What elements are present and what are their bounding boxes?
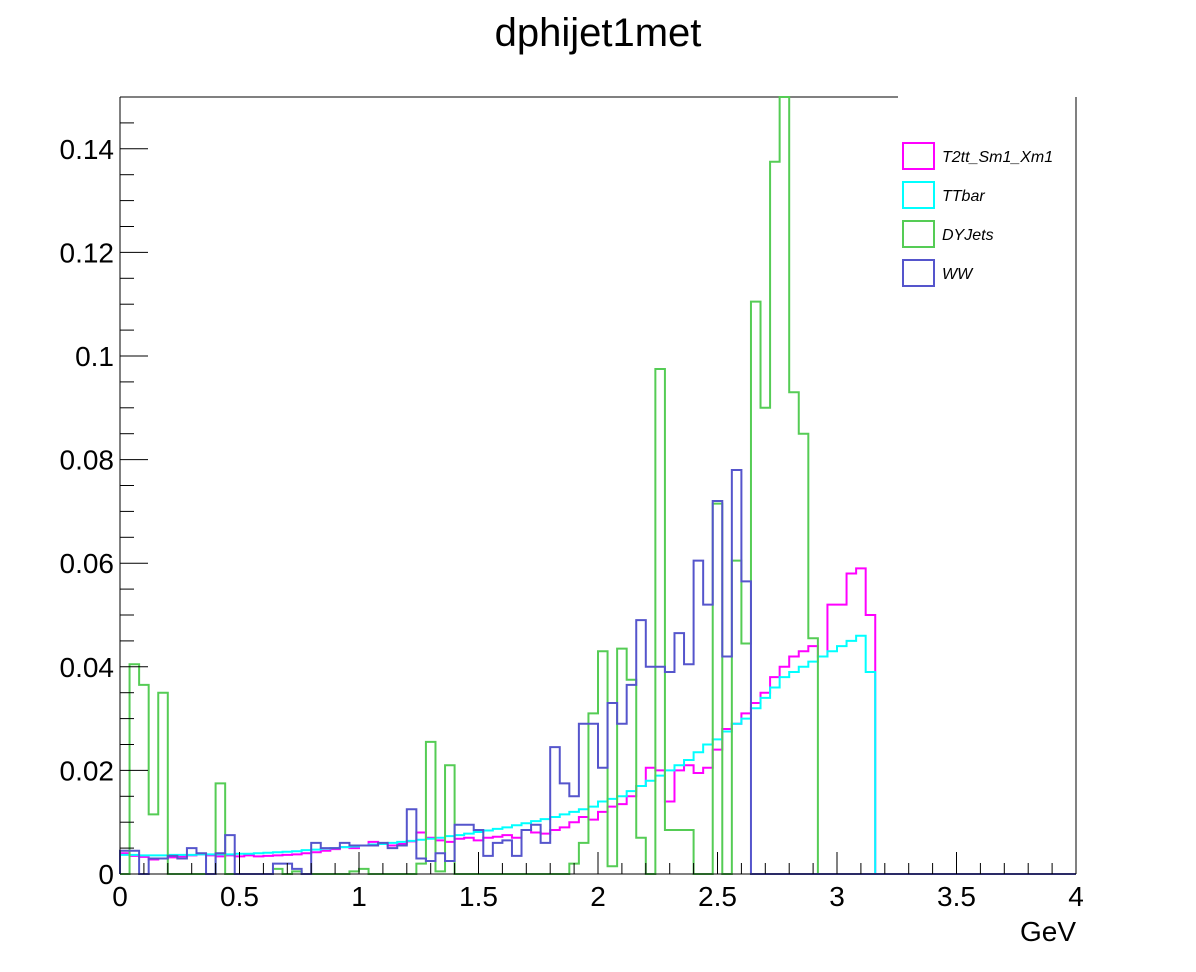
x-tick-label: 0: [112, 881, 128, 912]
y-ticks: 0 0.02 0.04 0.06 0.08 0.1 0.12 0.14: [60, 96, 148, 890]
series-layer: [119, 96, 1076, 875]
y-tick-label: 0.08: [60, 445, 115, 476]
legend-label: WW: [942, 266, 974, 283]
chart-title: dphijet1met: [495, 11, 702, 55]
x-tick-label: 2: [590, 881, 606, 912]
x-ticks: 0 0.5 1 1.5 2 2.5 3 3.5 4: [112, 852, 1084, 912]
x-tick-label: 3: [829, 881, 845, 912]
x-tick-label: 1: [351, 881, 367, 912]
legend-swatch: [902, 220, 935, 248]
legend: T2tt_Sm1_Xm1 TTbar DYJets WW: [902, 142, 1053, 287]
y-tick-label: 0.02: [60, 755, 115, 786]
plot-frame: [120, 96, 1077, 874]
x-tick-label: 0.5: [220, 881, 259, 912]
y-tick-label: 0.04: [60, 652, 115, 683]
legend-label: TTbar: [942, 188, 985, 205]
y-tick-label: 0: [98, 859, 114, 890]
y-tick-label: 0.1: [75, 341, 114, 372]
x-tick-label: 3.5: [937, 881, 976, 912]
y-tick-label: 0.14: [60, 134, 115, 165]
legend-label: T2tt_Sm1_Xm1: [942, 149, 1053, 166]
legend-swatch: [902, 259, 935, 287]
series-line-t2tt-sm1-xm1: [119, 567, 1076, 875]
y-tick-label: 0.12: [60, 237, 115, 268]
legend-swatch: [902, 142, 935, 170]
legend-label: DYJets: [942, 227, 994, 244]
x-tick-label: 2.5: [698, 881, 737, 912]
y-tick-label: 0.06: [60, 548, 115, 579]
x-axis-label: GeV: [1020, 916, 1076, 947]
x-tick-label: 1.5: [459, 881, 498, 912]
x-tick-label: 4: [1068, 881, 1084, 912]
series-line-ttbar: [119, 634, 1076, 875]
legend-swatch: [902, 181, 935, 209]
